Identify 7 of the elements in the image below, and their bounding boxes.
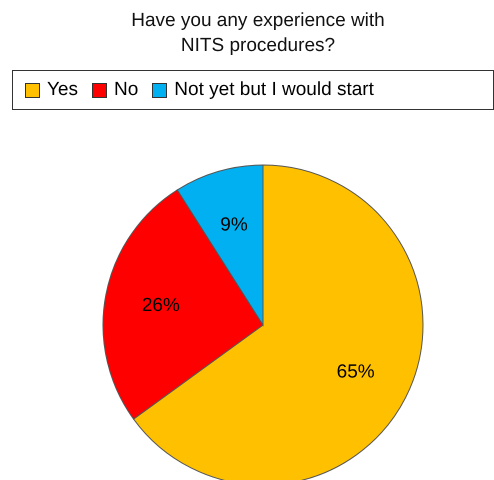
data-label: 26%	[142, 295, 180, 316]
legend-label: Yes	[47, 79, 78, 101]
chart-title: Have you any experience with NITS procedures?	[130, 9, 386, 58]
data-label: 65%	[336, 362, 375, 383]
legend-label: Not yet but I would start	[174, 79, 374, 101]
data-label: 9%	[220, 214, 248, 236]
legend-label: No	[114, 79, 138, 101]
